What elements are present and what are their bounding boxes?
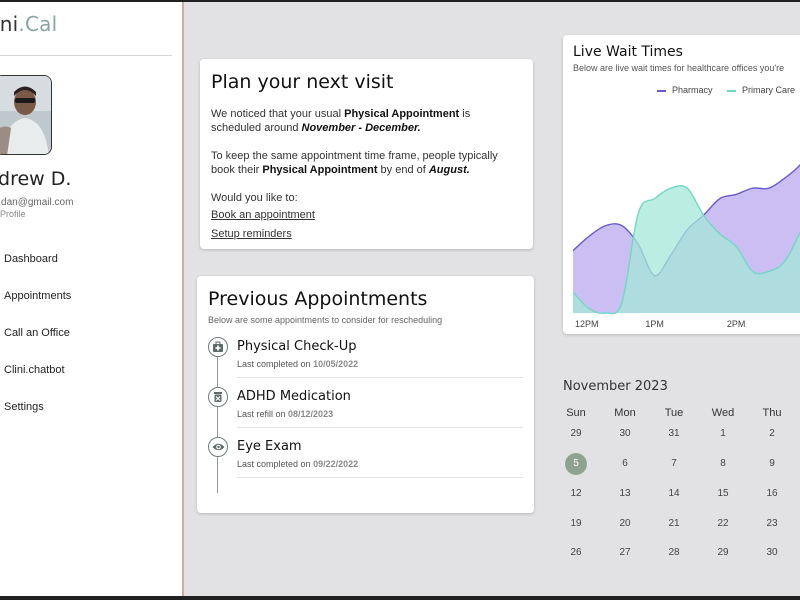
plan-paragraph-2: To keep the same appointment time frame,… bbox=[211, 150, 498, 176]
divider bbox=[237, 477, 523, 478]
plan-prompt: Would you like to: bbox=[211, 192, 298, 204]
calendar-day[interactable]: 29 bbox=[570, 428, 582, 439]
calendar-month-title: November 2023 bbox=[563, 379, 668, 394]
appointment-title: Eye Exam bbox=[237, 439, 302, 454]
pill-bottle-icon bbox=[208, 387, 228, 407]
previous-title: Previous Appointments bbox=[208, 288, 428, 310]
calendar-day[interactable]: 20 bbox=[619, 518, 631, 529]
calendar-day[interactable]: 15 bbox=[717, 488, 729, 499]
line-pharmacy[interactable] bbox=[573, 126, 800, 277]
calendar-day[interactable]: 8 bbox=[720, 458, 726, 469]
appointment-title: Physical Check-Up bbox=[237, 339, 357, 354]
calendar-day[interactable]: 28 bbox=[668, 547, 680, 558]
calendar-day[interactable]: 1 bbox=[720, 428, 726, 439]
calendar-day[interactable]: 31 bbox=[668, 428, 680, 439]
appointment-item[interactable]: Eye Exam Last completed on 09/22/2022 bbox=[208, 437, 523, 487]
wait-times-card: Live Wait Times Below are live wait time… bbox=[563, 35, 800, 334]
app-logo[interactable]: ini.Cal bbox=[0, 12, 57, 36]
calendar-day[interactable]: 14 bbox=[668, 488, 680, 499]
eye-icon bbox=[208, 437, 228, 457]
avatar[interactable] bbox=[0, 75, 52, 155]
appointment-title: ADHD Medication bbox=[237, 389, 351, 404]
logo-dot: . bbox=[18, 12, 25, 36]
wait-subtitle: Below are live wait times for healthcare… bbox=[573, 63, 785, 73]
sidebar-nav: Dashboard Appointments Call an Office Cl… bbox=[4, 251, 71, 436]
calendar-day[interactable]: 2 bbox=[769, 428, 775, 439]
calendar-day[interactable]: 7 bbox=[671, 458, 677, 469]
calendar-day-header: Thu bbox=[762, 407, 782, 419]
logo-text: ini bbox=[0, 12, 19, 36]
appointment-subtext: Last completed on 09/22/2022 bbox=[237, 459, 359, 469]
appointment-item[interactable]: ADHD Medication Last refill on 08/12/202… bbox=[208, 387, 523, 437]
previous-appointments-card: Previous Appointments Below are some app… bbox=[197, 276, 534, 513]
x-tick-label: 12PM bbox=[575, 319, 599, 329]
calendar-day[interactable]: 16 bbox=[766, 488, 778, 499]
calendar-day[interactable]: 23 bbox=[766, 518, 778, 529]
plan-paragraph-1: We noticed that your usual Physical Appo… bbox=[211, 108, 471, 134]
plan-visit-card: Plan your next visit We noticed that you… bbox=[200, 59, 533, 249]
x-tick-label: 2PM bbox=[727, 319, 746, 329]
calendar-day[interactable]: 21 bbox=[668, 518, 680, 529]
calendar-day-selected[interactable]: 5 bbox=[551, 453, 601, 475]
wait-title: Live Wait Times bbox=[573, 44, 683, 60]
chart-legend: Pharmacy Primary Care bbox=[657, 85, 800, 95]
plan-title: Plan your next visit bbox=[211, 71, 394, 93]
calendar-day[interactable]: 12 bbox=[570, 488, 582, 499]
user-name: ndrew D. bbox=[0, 168, 72, 190]
sidebar-item-call-office[interactable]: Call an Office bbox=[4, 327, 70, 339]
legend-pharmacy[interactable]: Pharmacy bbox=[657, 85, 713, 95]
calendar-day[interactable]: 30 bbox=[619, 428, 631, 439]
calendar-day[interactable]: 13 bbox=[619, 488, 631, 499]
calendar-day-header: Mon bbox=[614, 407, 636, 419]
calendar-day[interactable]: 22 bbox=[717, 518, 729, 529]
calendar-day[interactable]: 9 bbox=[769, 458, 775, 469]
user-email: ew.dan@gmail.com bbox=[0, 197, 74, 208]
divider bbox=[237, 377, 523, 378]
sidebar-divider bbox=[0, 55, 172, 56]
sidebar: ini.Cal ndrew D. ew.dan@gmail.com Profil… bbox=[0, 2, 184, 596]
sidebar-item-settings[interactable]: Settings bbox=[4, 401, 44, 413]
sidebar-item-appointments[interactable]: Appointments bbox=[4, 290, 72, 302]
calendar-day[interactable]: 6 bbox=[622, 458, 628, 469]
appointment-item[interactable]: Physical Check-Up Last completed on 10/0… bbox=[208, 337, 523, 387]
wait-times-chart: 12PM1PM2PM3PM bbox=[573, 126, 800, 329]
medical-kit-icon bbox=[208, 337, 228, 357]
book-appointment-link[interactable]: Book an appointment bbox=[211, 209, 315, 221]
profile-link[interactable]: Profile bbox=[0, 209, 26, 219]
divider bbox=[237, 427, 523, 428]
calendar-day-header: Tue bbox=[664, 407, 684, 419]
sidebar-item-chatbot[interactable]: Clini.chatbot bbox=[4, 364, 65, 376]
calendar-day[interactable]: 26 bbox=[570, 547, 582, 558]
previous-subtitle: Below are some appointments to consider … bbox=[208, 315, 443, 325]
appointment-subtext: Last completed on 10/05/2022 bbox=[237, 359, 359, 369]
setup-reminders-link[interactable]: Setup reminders bbox=[211, 228, 292, 240]
legend-primary-care[interactable]: Primary Care bbox=[727, 85, 795, 95]
area-primary-care bbox=[573, 185, 800, 314]
sidebar-item-dashboard[interactable]: Dashboard bbox=[4, 253, 58, 265]
calendar-day[interactable]: 30 bbox=[766, 547, 778, 558]
x-tick-label: 1PM bbox=[645, 319, 664, 329]
calendar-day[interactable]: 29 bbox=[717, 547, 729, 558]
line-primary-care[interactable] bbox=[573, 167, 800, 315]
calendar-day-header: Wed bbox=[711, 407, 735, 419]
calendar-day[interactable]: 19 bbox=[570, 518, 582, 529]
logo-cal: Cal bbox=[24, 12, 58, 36]
calendar-day-header: Sun bbox=[566, 407, 586, 419]
appointment-subtext: Last refill on 08/12/2023 bbox=[237, 409, 334, 419]
calendar-day[interactable]: 27 bbox=[619, 547, 631, 558]
timeline-line bbox=[217, 343, 218, 493]
